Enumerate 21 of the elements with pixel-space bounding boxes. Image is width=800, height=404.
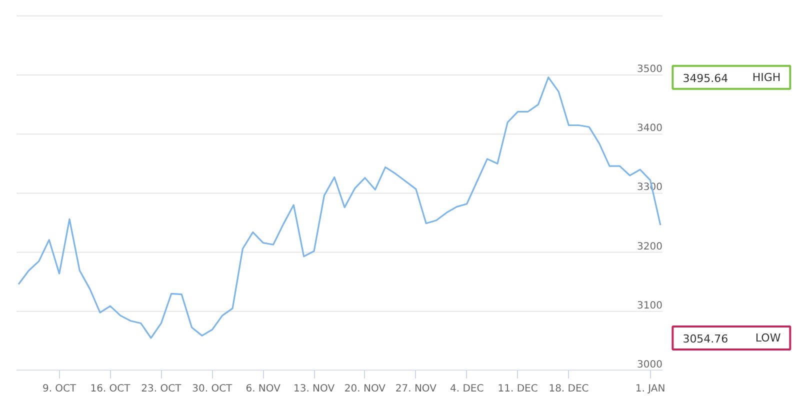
x-tick-label: 13. NOV <box>293 384 335 394</box>
x-tick-label: 18. DEC <box>548 384 589 394</box>
y-tick-label: 3500 <box>637 64 663 76</box>
x-tick-label: 27. NOV <box>395 384 437 394</box>
x-tick-label: 1. JAN <box>635 384 666 394</box>
y-tick-label: 3000 <box>637 360 663 370</box>
x-tick-label: 9. OCT <box>42 384 78 394</box>
x-tick-label: 23. OCT <box>141 384 182 394</box>
text: 3054.76 <box>682 332 728 346</box>
x-tick-label: 6. NOV <box>246 384 281 394</box>
x-tick-label: 30. OCT <box>192 384 234 394</box>
text: 3495.64 <box>682 72 728 85</box>
y-tick-label: 3100 <box>637 300 663 312</box>
x-tick-label: 11. DEC <box>498 384 538 394</box>
x-tick-label: 4. DEC <box>450 384 484 394</box>
text: HIGH <box>752 70 781 84</box>
x-tick-label: 16. OCT <box>90 384 132 394</box>
x-tick-label: 20. NOV <box>344 384 386 394</box>
text: LOW <box>755 331 781 344</box>
y-tick-label: 3400 <box>637 123 663 134</box>
y-tick-label: 3200 <box>637 241 663 252</box>
